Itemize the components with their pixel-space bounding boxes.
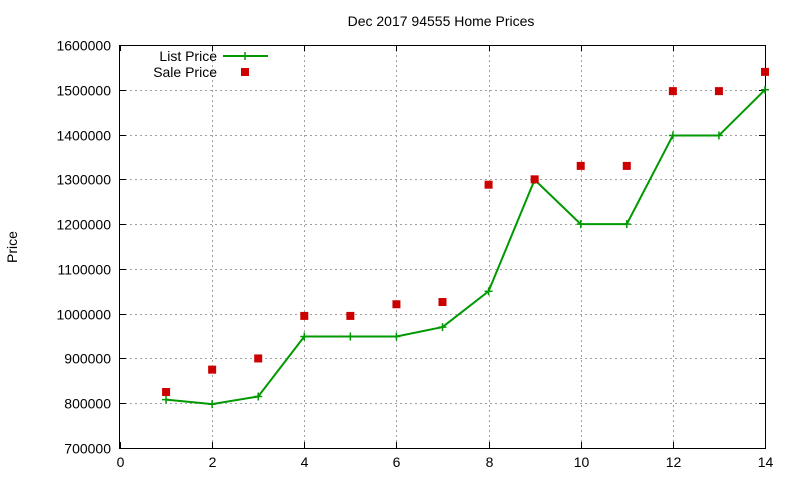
sale-price-point [761, 67, 769, 76]
list-price-point [484, 287, 493, 296]
y-tick-label: 900000 [64, 351, 111, 367]
y-tick-label: 700000 [64, 441, 111, 457]
x-tick-label: 8 [486, 454, 494, 470]
list-price-point [668, 131, 677, 140]
y-tick-label: 1000000 [56, 307, 111, 323]
y-tick-label: 1200000 [56, 217, 111, 233]
sale-price-point [668, 87, 677, 96]
list-price-point [392, 332, 401, 341]
sale-price-point [300, 311, 309, 320]
plot-frame [119, 45, 766, 449]
y-tick-label: 1300000 [56, 172, 111, 188]
list-price-point [300, 332, 309, 341]
list-price-point [254, 392, 263, 401]
legend-square-marker [241, 68, 249, 76]
sale-price-point [208, 365, 217, 374]
sale-price-point [484, 180, 493, 189]
y-tick-label: 800000 [64, 396, 111, 412]
sale-price-point [346, 311, 355, 320]
axis-ticks: 0 2 4 6 8 10 12 14 700000 800000 900000 1000000 1100… [56, 38, 773, 471]
list-price-point [622, 220, 631, 229]
sale-price-point [254, 354, 263, 363]
list-price-point [576, 220, 585, 229]
list-price-point [761, 85, 769, 94]
sale-price-point [714, 87, 723, 96]
series [162, 67, 769, 409]
chart-title: Dec 2017 94555 Home Prices [348, 13, 535, 29]
y-tick-label: 1500000 [56, 83, 111, 99]
x-tick-label: 14 [758, 454, 774, 470]
list-price-point [162, 395, 171, 404]
x-tick-label: 6 [393, 454, 401, 470]
list-price-point [208, 400, 217, 409]
legend-label: List Price [159, 48, 217, 64]
list-price-point [438, 323, 447, 332]
sale-price-point [622, 161, 631, 170]
sale-price-point [162, 388, 171, 397]
legend-plus-marker [241, 52, 249, 60]
sale-price-point [576, 161, 585, 170]
sale-price-point [392, 300, 401, 309]
y-tick-label: 1100000 [58, 262, 112, 278]
sale-price-point [438, 298, 447, 307]
y-tick-label: 1400000 [56, 128, 111, 144]
list-price-point [714, 131, 723, 140]
x-tick-label: 4 [301, 454, 309, 470]
sale-price-point [530, 175, 539, 184]
legend-label: Sale Price [153, 64, 217, 80]
x-tick-label: 0 [117, 454, 125, 470]
grid [120, 45, 765, 448]
x-tick-label: 10 [574, 454, 590, 470]
list-price-point [346, 332, 355, 341]
x-tick-label: 2 [209, 454, 217, 470]
y-axis-title: Price [4, 231, 20, 263]
y-tick-label: 1600000 [56, 38, 111, 54]
x-tick-label: 12 [666, 454, 682, 470]
list-price-line [165, 89, 766, 406]
